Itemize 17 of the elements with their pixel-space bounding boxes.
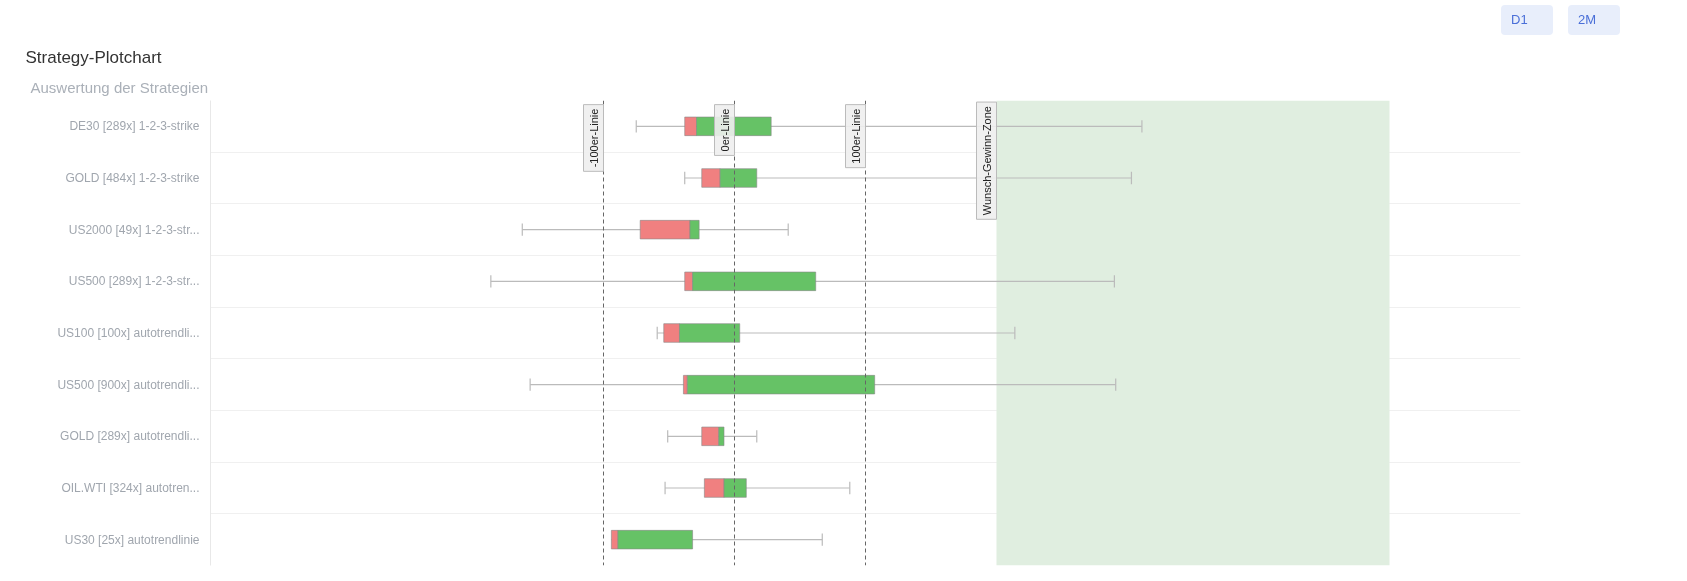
y-tick-label: US500 [900x] autotrendli... [57, 377, 200, 392]
text: D1 [1511, 11, 1528, 29]
ref-line-label: 100er-Linie [849, 108, 862, 164]
y-tick-label: OIL.WTI [324x] autotren... [61, 481, 200, 495]
y-tick-label: US2000 [49x] 1-2-3-str... [68, 222, 200, 237]
text: 2M [1578, 11, 1597, 29]
band-label: Wunsch-Gewinn-Zone [980, 106, 993, 216]
y-tick-label: US30 [25x] autotrendlinie [64, 532, 200, 547]
y-tick-label: US500 [289x] 1-2-3-str... [68, 274, 200, 289]
y-tick-label: US100 [100x] autotrendli... [57, 326, 200, 340]
y-tick-label: DE30 [289x] 1-2-3-strike [69, 119, 200, 134]
y-tick-label: GOLD [289x] autotrendli... [60, 429, 200, 444]
ref-line-label: -100er-Linie [587, 108, 600, 168]
chart-title: Strategy-Plotchart [25, 47, 162, 67]
y-tick-label: GOLD [484x] 1-2-3-strike [65, 171, 200, 185]
chart-subtitle: Auswertung der Strategien [30, 78, 209, 96]
ref-line-label: 0er-Linie [718, 108, 731, 152]
